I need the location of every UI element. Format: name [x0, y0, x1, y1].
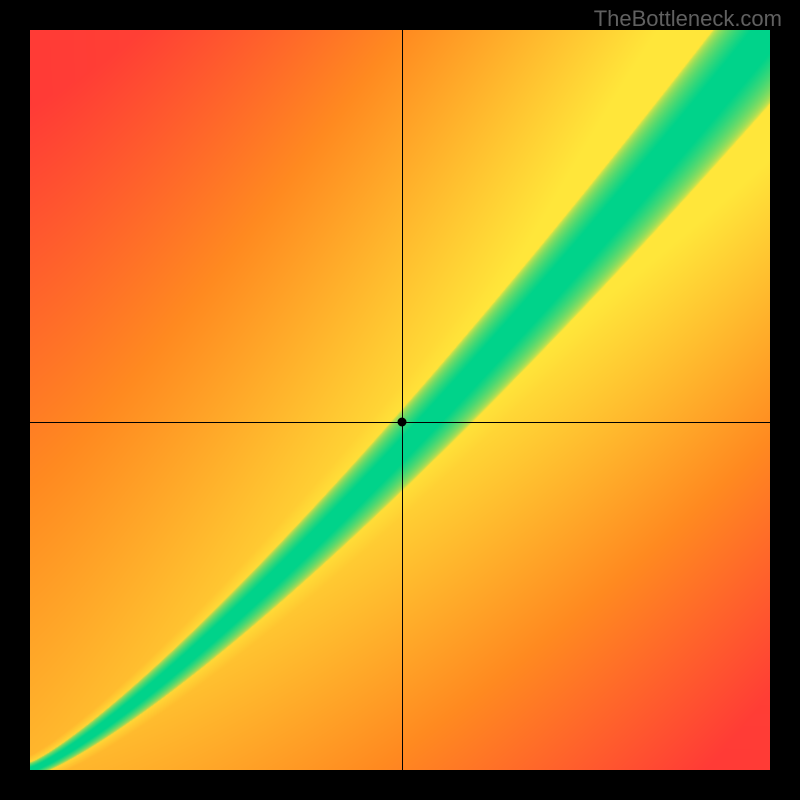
- watermark-text: TheBottleneck.com: [594, 6, 782, 32]
- data-point-marker: [398, 418, 407, 427]
- bottleneck-heatmap: [30, 30, 770, 770]
- crosshair-vertical: [402, 30, 403, 770]
- heatmap-canvas: [30, 30, 770, 770]
